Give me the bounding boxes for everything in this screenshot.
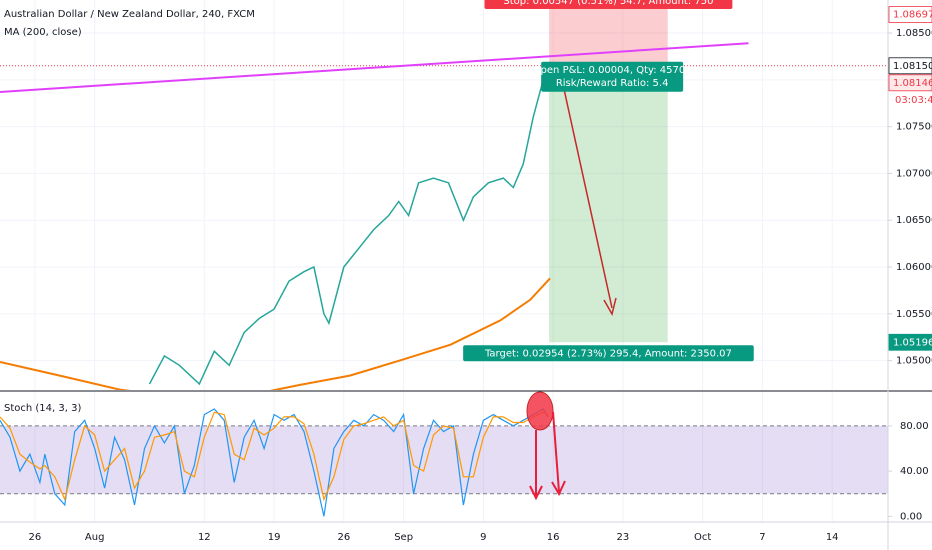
ma-legend: MA (200, close): [4, 27, 82, 38]
y-tick-label: 1.05000: [896, 356, 932, 367]
annotation-arrow: [561, 79, 617, 316]
y-tick-label: 1.08500: [896, 28, 932, 39]
ratio-label: Risk/Reward Ratio: 5.4: [556, 78, 669, 89]
y-tick-label: 1.05500: [896, 309, 932, 320]
y-tick-label: 80.00: [900, 421, 929, 432]
stoch-line: [0, 411, 549, 502]
x-tick-label: 16: [547, 532, 560, 543]
x-tick-label: 23: [617, 532, 630, 543]
x-tick-label: Oct: [694, 532, 711, 543]
ma-line: [0, 277, 551, 390]
y-tick-label: 1.07000: [896, 168, 932, 179]
stoch-legend: Stoch (14, 3, 3): [4, 403, 81, 414]
price-tag-label: 1.08150: [893, 61, 932, 72]
y-tick-label: 1.06500: [896, 215, 932, 226]
trendline: [0, 42, 749, 93]
x-tick-label: 14: [826, 532, 839, 543]
stoch-panel: [0, 392, 888, 522]
target-label: Target: 0.02954 (2.73%) 295.4, Amount: 2…: [484, 348, 732, 359]
stop-label: Stop: 0.00547 (0.51%) 54.7, Amount: 750: [503, 0, 713, 7]
x-tick-label: 19: [268, 532, 281, 543]
price-tag-label: 1.08697: [893, 10, 932, 21]
target-zone: [549, 65, 668, 343]
axes: 26Aug121926Sep91623Oct7141.085001.080001…: [29, 6, 932, 543]
y-tick-label: 1.07500: [896, 122, 932, 133]
stop-label-bg: [484, 0, 733, 9]
price-tag: [888, 57, 932, 75]
y-tick-label: 1.06000: [896, 262, 932, 273]
x-tick-label: 26: [29, 532, 42, 543]
price-tag-label: 1.08146: [893, 78, 932, 89]
price-tag: [888, 74, 932, 92]
stoch-annotation: [526, 391, 566, 501]
x-tick-label: 12: [198, 532, 211, 543]
x-tick-label: 9: [480, 532, 486, 543]
price-tag: [888, 333, 932, 351]
x-tick-label: Sep: [394, 532, 413, 543]
x-tick-label: Aug: [85, 532, 105, 543]
countdown: 03:03:43: [895, 95, 932, 106]
symbol-title: Australian Dollar / New Zealand Dollar, …: [4, 9, 255, 20]
y-tick-label: 0.00: [900, 511, 922, 522]
target-label-bg: [463, 345, 754, 362]
pnl-label-bg: [541, 61, 684, 92]
price-tag: [888, 6, 932, 24]
y-tick-label: 40.00: [900, 466, 929, 477]
price-line: [148, 65, 549, 386]
pnl-label: Open P&L: 0.00004, Qty: 45703: [533, 65, 692, 76]
x-tick-label: 7: [759, 532, 765, 543]
x-tick-label: 26: [337, 532, 350, 543]
price-tag-label: 1.05196: [893, 337, 932, 348]
